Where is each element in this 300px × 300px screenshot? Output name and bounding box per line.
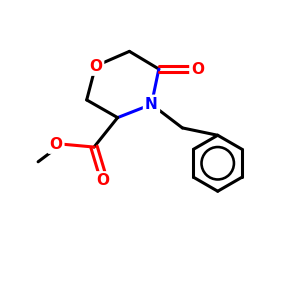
Text: N: N (145, 97, 158, 112)
Text: O: O (89, 58, 102, 74)
Text: O: O (96, 173, 110, 188)
Text: O: O (191, 61, 205, 76)
Text: O: O (49, 136, 62, 152)
